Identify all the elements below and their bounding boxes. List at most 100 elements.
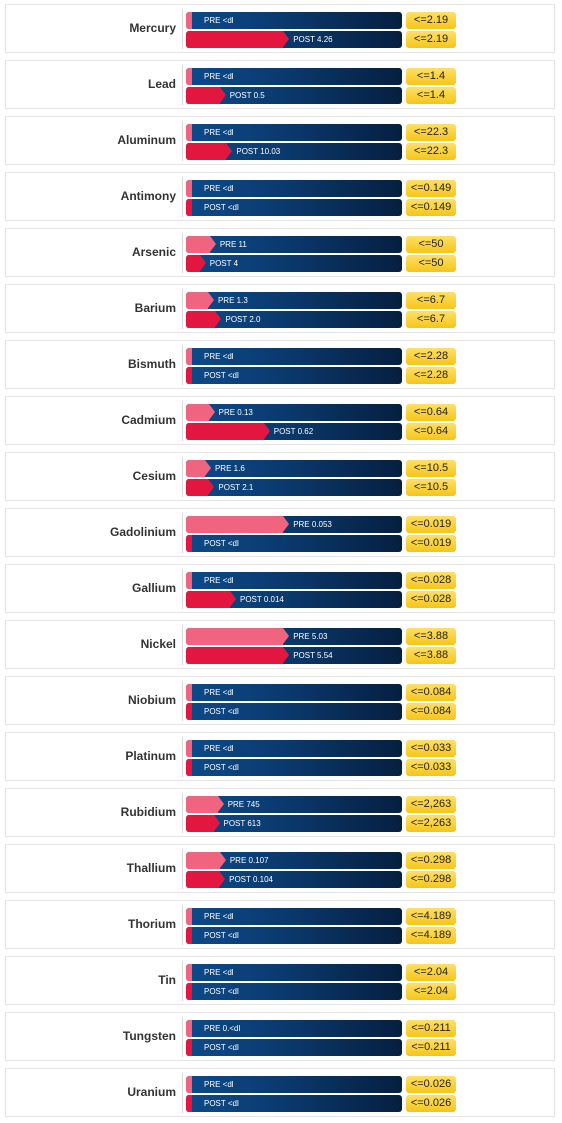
pre-bar: PRE 1.3 — [186, 292, 402, 309]
reference-limit-badge: <=0.211 — [406, 1020, 456, 1037]
reference-limit-badge: <=2.19 — [406, 12, 456, 29]
element-row: Niobium PRE <dl <=0.084 POST <dl <=0.084 — [5, 676, 555, 725]
reference-limit-badge: <=2,263 — [406, 815, 456, 832]
reference-limit-badge: <=0.028 — [406, 591, 456, 608]
pre-value-label: PRE <dl — [204, 744, 234, 753]
pre-value-fill — [186, 628, 290, 645]
post-value-fill — [186, 143, 233, 160]
element-name: Cesium — [132, 469, 176, 483]
pre-value-label: PRE 0.107 — [229, 856, 269, 865]
pre-value-fill — [186, 180, 192, 197]
row-divider — [182, 569, 183, 609]
element-name: Bismuth — [128, 357, 176, 371]
post-fill-arrow — [219, 87, 226, 103]
reference-limit-badge: <=0.084 — [406, 703, 456, 720]
element-row: Antimony PRE <dl <=0.149 POST <dl <=0.149 — [5, 172, 555, 221]
reference-limit-badge: <=0.084 — [406, 684, 456, 701]
post-value-label: POST 10.03 — [236, 147, 281, 156]
post-fill-arrow — [283, 647, 290, 663]
pre-value-label: PRE 0.<dl — [204, 1024, 241, 1033]
pre-bar: PRE <dl — [186, 1076, 402, 1093]
post-fill-arrow — [208, 479, 215, 495]
pre-bar: PRE <dl — [186, 908, 402, 925]
pre-value-label: PRE 745 — [227, 800, 260, 809]
element-row: Rubidium PRE 745 <=2,263 POST 613 <=2,263 — [5, 788, 555, 837]
post-bar: POST 5.54 — [186, 647, 402, 664]
row-divider — [182, 1073, 183, 1113]
pre-bar: PRE <dl — [186, 740, 402, 757]
pre-value-label: PRE <dl — [204, 688, 234, 697]
post-value-fill — [186, 367, 192, 384]
element-row: Aluminum PRE <dl <=22.3 POST 10.03 <=22.3 — [5, 116, 555, 165]
element-row: Lead PRE <dl <=1.4 POST 0.5 <=1.4 — [5, 60, 555, 109]
pre-value-fill — [186, 124, 192, 141]
reference-limit-badge: <=3.88 — [406, 628, 456, 645]
reference-limit-badge: <=4.189 — [406, 927, 456, 944]
element-name: Mercury — [129, 21, 176, 35]
row-divider — [182, 65, 183, 105]
pre-value-fill — [186, 236, 216, 253]
pre-bar: PRE 11 — [186, 236, 402, 253]
row-divider — [182, 905, 183, 945]
post-bar: POST <dl — [186, 927, 402, 944]
post-bar: POST <dl — [186, 1039, 402, 1056]
post-value-fill — [186, 1039, 192, 1056]
pre-value-fill — [186, 292, 214, 309]
post-bar: POST 0.104 — [186, 871, 402, 888]
post-value-fill — [186, 479, 215, 496]
row-divider — [182, 233, 183, 273]
post-value-fill — [186, 31, 290, 48]
pre-bar: PRE <dl — [186, 12, 402, 29]
pre-value-label: PRE 0.053 — [293, 520, 332, 529]
pre-value-fill — [186, 12, 192, 29]
post-bar: POST 0.014 — [186, 591, 402, 608]
pre-bar: PRE <dl — [186, 572, 402, 589]
pre-value-label: PRE <dl — [204, 184, 234, 193]
pre-value-fill — [186, 348, 192, 365]
post-value-fill — [186, 871, 226, 888]
post-value-label: POST 613 — [223, 819, 261, 828]
pre-value-label: PRE 1.6 — [214, 464, 245, 473]
element-name: Rubidium — [120, 805, 176, 819]
post-bar: POST <dl — [186, 535, 402, 552]
pre-value-label: PRE <dl — [204, 72, 234, 81]
pre-value-fill — [186, 964, 192, 981]
pre-value-fill — [186, 796, 224, 813]
element-name: Lead — [147, 77, 176, 91]
post-value-fill — [186, 759, 192, 776]
post-value-label: POST 2.0 — [225, 315, 261, 324]
post-fill-arrow — [215, 311, 222, 327]
reference-limit-badge: <=2.28 — [406, 367, 456, 384]
pre-fill-arrow — [283, 516, 290, 532]
reference-limit-badge: <=22.3 — [406, 124, 456, 141]
post-bar: POST 10.03 — [186, 143, 402, 160]
post-value-label: POST <dl — [204, 1099, 239, 1108]
pre-fill-arrow — [208, 404, 215, 420]
element-row: Nickel PRE 5.03 <=3.88 POST 5.54 <=3.88 — [5, 620, 555, 669]
pre-value-fill — [186, 1020, 192, 1037]
row-divider — [182, 961, 183, 1001]
element-row: Uranium PRE <dl <=0.026 POST <dl <=0.026 — [5, 1068, 555, 1117]
element-name: Cadmium — [121, 413, 176, 427]
pre-value-label: PRE <dl — [204, 968, 234, 977]
row-divider — [182, 289, 183, 329]
element-name: Thallium — [126, 861, 176, 875]
pre-value-label: PRE 5.03 — [293, 632, 328, 641]
post-value-fill — [186, 535, 192, 552]
reference-limit-badge: <=0.64 — [406, 423, 456, 440]
element-row: Mercury PRE <dl <=2.19 POST 4.26 <=2.19 — [5, 4, 555, 53]
post-value-label: POST 0.104 — [229, 875, 274, 884]
post-bar: POST <dl — [186, 367, 402, 384]
post-bar: POST <dl — [186, 983, 402, 1000]
pre-bar: PRE <dl — [186, 964, 402, 981]
pre-value-fill — [186, 572, 192, 589]
element-row: Tungsten PRE 0.<dl <=0.211 POST <dl <=0.211 — [5, 1012, 555, 1061]
row-divider — [182, 1017, 183, 1057]
reference-limit-badge: <=2.28 — [406, 348, 456, 365]
element-row: Cadmium PRE 0.13 <=0.64 POST 0.62 <=0.64 — [5, 396, 555, 445]
pre-value-fill — [186, 684, 192, 701]
reference-limit-badge: <=10.5 — [406, 460, 456, 477]
row-divider — [182, 401, 183, 441]
post-value-label: POST <dl — [204, 539, 239, 548]
pre-value-fill — [186, 908, 192, 925]
